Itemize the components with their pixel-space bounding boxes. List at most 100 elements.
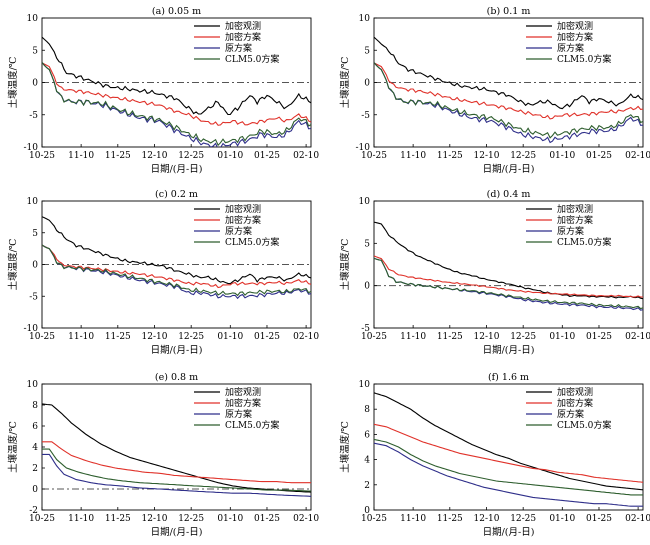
x-tick-label: 02-10 [625,514,650,524]
x-tick-label: 02-10 [625,151,650,161]
panel-title: (f) 1.6 m [488,372,529,383]
y-tick-label: -10 [24,143,39,153]
x-tick-label: 11-25 [105,151,131,161]
y-tick-label: 8 [364,405,370,415]
x-tick-label: 12-25 [178,151,204,161]
x-tick-label: 02-10 [293,151,319,161]
legend-label: 加密方案 [225,397,261,409]
y-tick-label: 6 [32,422,38,432]
legend-label: 加密方案 [557,214,593,226]
legend-label: CLM5.0方案 [557,236,611,248]
plot-frame [373,383,644,511]
legend-label: 原方案 [225,408,252,420]
panel-title: (b) 0.1 m [487,6,531,17]
series-line-1 [374,392,643,491]
x-tick-label: 02-10 [293,332,319,342]
y-axis-label: 土壤温度/℃ [7,238,19,290]
y-tick-label: -5 [29,111,38,121]
x-tick-label: 01-10 [217,332,243,342]
y-tick-label: 0 [364,79,370,89]
series-line-4 [42,244,311,297]
y-tick-label: 4 [364,456,370,466]
chart-panel-3: -10 -5 0 5 10 10-25 11-10 11-25 12-10 12-25 01-10 0… [7,189,319,356]
x-tick-label: 10-25 [29,514,55,524]
plot-frame [373,200,644,329]
x-tick-label: 11-10 [68,514,94,524]
x-tick-label: 11-25 [437,151,463,161]
series-line-4 [374,62,643,139]
panel-title: (c) 0.2 m [155,189,198,200]
x-axis-label: 日期/(月-日) [151,345,203,356]
legend-label: 加密方案 [557,397,593,409]
series-line-2 [374,62,643,120]
y-axis-label: 土壤温度/℃ [339,56,351,108]
panel-title: (a) 0.05 m [152,6,201,17]
x-tick-label: 12-10 [142,332,168,342]
x-tick-label: 11-25 [105,332,131,342]
legend-label: CLM5.0方案 [225,419,279,431]
chart-panel-5: -2 0 2 4 6 8 10 10-25 11-10 11-25 12-10 12-25 01-10 0… [7,372,319,538]
x-tick-label: 01-25 [586,514,612,524]
y-tick-label: 0 [364,506,370,516]
series-line-2 [42,62,311,126]
series-line-1 [42,216,311,285]
y-tick-label: 0 [32,79,38,89]
legend-label: CLM5.0方案 [225,53,279,65]
legend-label: CLM5.0方案 [557,419,611,431]
legend-label: CLM5.0方案 [557,53,611,65]
series-line-4 [374,257,643,310]
series-line-4 [42,448,311,492]
series-line-2 [42,244,311,289]
x-tick-label: 12-10 [142,151,168,161]
y-tick-label: -10 [24,324,39,334]
x-tick-label: 01-25 [254,332,280,342]
y-tick-label: 0 [32,485,38,495]
y-tick-label: -5 [361,111,370,121]
y-tick-label: 2 [364,481,370,491]
x-tick-label: 10-25 [361,151,387,161]
x-tick-label: 01-10 [549,151,575,161]
x-tick-label: 10-25 [29,151,55,161]
legend-label: 原方案 [225,225,252,237]
y-tick-label: 5 [364,46,370,56]
y-tick-label: -5 [361,324,370,334]
x-tick-label: 12-10 [474,514,500,524]
panel-title: (d) 0.4 m [487,189,531,200]
y-tick-label: 10 [359,197,371,207]
y-axis-label: 土壤温度/℃ [339,238,351,290]
y-axis-label: 土壤温度/℃ [7,421,19,473]
y-tick-label: 10 [27,14,39,24]
panel-title: (e) 0.8 m [155,372,198,383]
chart-panel-1: -10 -5 0 5 10 10-25 11-10 11-25 12-10 12-25 01-10 0… [7,6,319,175]
x-tick-label: 12-25 [178,332,204,342]
series-line-1 [42,36,311,116]
series-line-4 [374,438,643,496]
x-tick-label: 11-25 [437,332,463,342]
x-tick-label: 01-25 [254,151,280,161]
y-tick-label: -5 [29,292,38,302]
x-tick-label: 12-25 [510,332,536,342]
legend-label: 加密观测 [557,203,593,215]
legend-label: 加密观测 [557,386,593,398]
y-axis-label: 土壤温度/℃ [339,421,351,473]
x-tick-label: 10-25 [29,332,55,342]
series-line-2 [374,423,643,483]
x-axis-label: 日期/(月-日) [151,527,203,538]
legend-label: 加密观测 [557,20,593,32]
y-tick-label: 10 [359,380,371,390]
x-tick-label: 11-10 [400,151,426,161]
legend-label: 原方案 [557,42,584,54]
x-tick-label: 01-25 [586,151,612,161]
series-line-1 [374,221,643,300]
legend-label: 加密方案 [225,214,261,226]
x-tick-label: 02-10 [293,514,319,524]
x-tick-label: 01-25 [586,332,612,342]
x-axis-label: 日期/(月-日) [151,164,203,175]
chart-panel-4: -5 0 5 10 10-25 11-10 11-25 12-10 12-25 01-10 01-2… [339,189,650,356]
chart-panel-2: -10 -5 0 5 10 10-25 11-10 11-25 12-10 12-25 01-10 0… [339,6,650,175]
legend-label: CLM5.0方案 [225,236,279,248]
series-line-4 [42,61,311,147]
x-tick-label: 01-10 [549,332,575,342]
x-tick-label: 12-25 [510,151,536,161]
